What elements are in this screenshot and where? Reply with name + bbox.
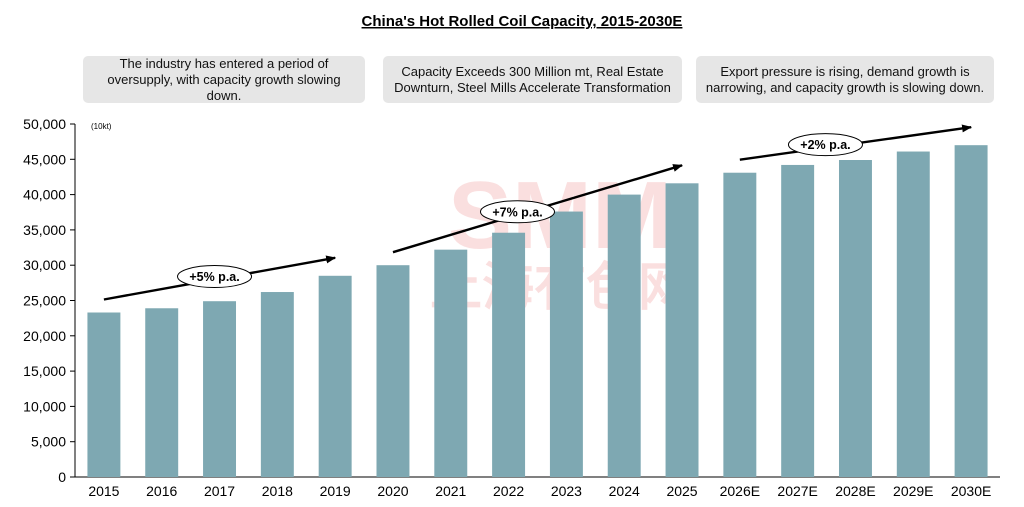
unit-label: (10kt) (91, 122, 112, 131)
growth-label: +7% p.a. (492, 205, 542, 219)
growth-annotations: +5% p.a. +7% p.a. +2% p.a. (103, 124, 973, 301)
y-tick-label: 20,000 (23, 328, 66, 344)
y-tick-label: 25,000 (23, 293, 66, 309)
bar-2016 (145, 308, 179, 477)
callout-oversupply: The industry has entered a period of ove… (83, 56, 365, 103)
bar-2019 (318, 275, 352, 477)
x-tick-label: 2020 (377, 483, 408, 499)
x-tick-label: 2016 (146, 483, 177, 499)
x-tick-label: 2018 (262, 483, 293, 499)
bar-2017 (203, 301, 237, 477)
growth-label: +2% p.a. (800, 138, 850, 152)
y-tick-label: 40,000 (23, 187, 66, 203)
bars-group (87, 145, 988, 478)
x-tick-label: 2029E (893, 483, 933, 499)
growth-label: +5% p.a. (189, 270, 239, 284)
chart-title: China's Hot Rolled Coil Capacity, 2015-2… (362, 13, 683, 30)
x-tick-label: 2027E (777, 483, 817, 499)
x-tick-label: 2022 (493, 483, 524, 499)
growth-label-ellipse (480, 200, 555, 224)
y-ticks: 0 5,000 10,000 15,000 20,000 25,000 30,000 35,0… (23, 116, 75, 485)
callout-capacity-exceeds: Capacity Exceeds 300 Million mt, Real Es… (383, 56, 682, 103)
callout-export-pressure: Export pressure is rising, demand growth… (696, 56, 994, 103)
growth-label-ellipse (787, 133, 863, 157)
bar-2025 (665, 183, 699, 477)
y-tick-label: 50,000 (23, 116, 66, 132)
growth-label-ellipse (177, 265, 253, 289)
x-tick-label: 2015 (88, 483, 119, 499)
y-tick-label: 10,000 (23, 398, 66, 414)
bar-2023 (549, 211, 583, 477)
bar-2018 (260, 292, 294, 477)
x-tick-label: 2028E (835, 483, 875, 499)
y-tick-label: 35,000 (23, 222, 66, 238)
bar-2030E (954, 145, 988, 477)
bar-2026E (723, 172, 757, 478)
y-tick-label: 0 (58, 469, 66, 485)
y-tick-label: 5,000 (31, 434, 66, 450)
bar-2015 (87, 312, 121, 477)
x-tick-label: 2019 (320, 483, 351, 499)
x-tick-label: 2025 (666, 483, 697, 499)
bar-2029E (896, 151, 930, 477)
bar-2024 (607, 194, 641, 477)
x-tick-label: 2023 (551, 483, 582, 499)
x-tick-label: 2024 (609, 483, 640, 499)
x-tick-label: 2017 (204, 483, 235, 499)
bar-2022 (492, 232, 526, 477)
y-tick-label: 30,000 (23, 257, 66, 273)
bar-2020 (376, 265, 410, 477)
bar-2027E (781, 164, 815, 477)
x-tick-label: 2026E (720, 483, 760, 499)
bar-2021 (434, 249, 468, 477)
y-tick-label: 45,000 (23, 151, 66, 167)
x-tick-label: 2021 (435, 483, 466, 499)
x-tick-label: 2030E (951, 483, 991, 499)
bar-2028E (838, 160, 872, 478)
x-ticks: 2015 2016 2017 2018 2019 2020 2021 2022 2023 2024… (88, 483, 991, 499)
y-tick-label: 15,000 (23, 363, 66, 379)
